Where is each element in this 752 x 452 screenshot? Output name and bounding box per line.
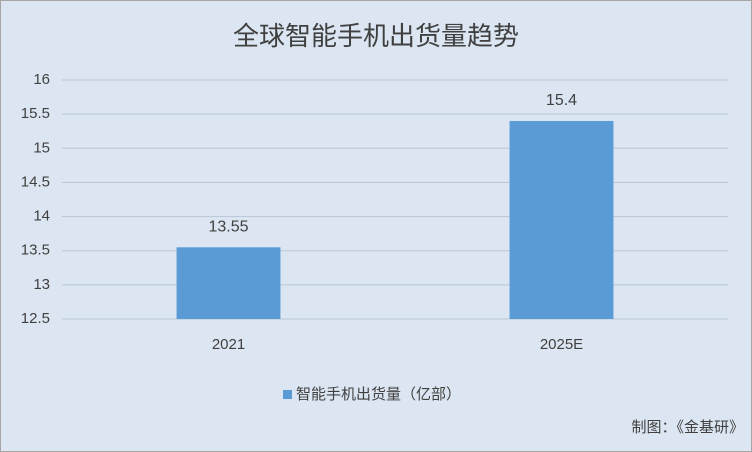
data-label: 13.55: [208, 219, 248, 236]
y-tick-label: 13.5: [21, 242, 50, 259]
y-tick-label: 12.5: [21, 310, 50, 327]
y-tick-label: 15.5: [21, 105, 50, 122]
legend-swatch: [283, 390, 292, 399]
chart-title: 全球智能手机出货量趋势: [233, 21, 519, 51]
source-note: 制图：《金基研》: [631, 419, 744, 436]
y-tick-label: 13: [33, 276, 50, 293]
x-tick-label: 2025E: [540, 336, 583, 353]
bar: [176, 247, 281, 319]
y-tick-label: 15: [33, 139, 50, 156]
x-tick-label: 2021: [212, 336, 245, 353]
data-label: 15.4: [546, 92, 577, 109]
y-tick-label: 16: [33, 71, 50, 88]
y-tick-label: 14.5: [21, 173, 50, 190]
legend-label: 智能手机出货量（亿部）: [296, 385, 461, 403]
y-tick-label: 14: [33, 208, 50, 225]
bar: [509, 120, 614, 319]
